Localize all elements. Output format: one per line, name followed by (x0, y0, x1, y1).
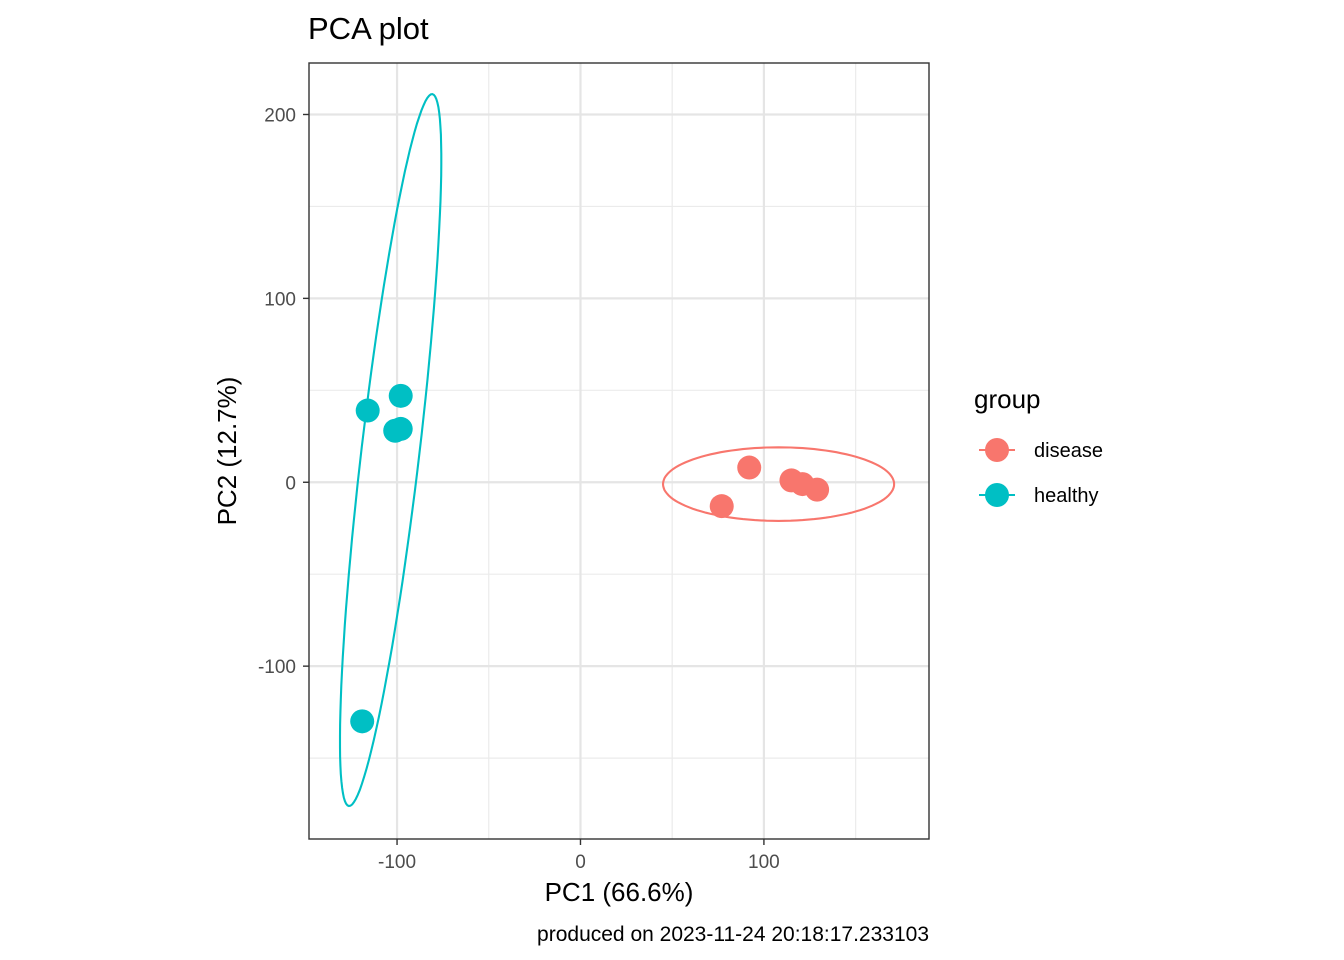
healthy-point (355, 398, 380, 423)
minor-gridlines (309, 63, 929, 839)
disease-point (737, 455, 762, 480)
y-tick-label: -100 (258, 657, 296, 678)
healthy-point (350, 709, 375, 734)
y-axis: 200 100 0 -100 (258, 105, 309, 678)
legend-items: disease healthy (979, 438, 1103, 507)
x-axis-label: PC1 (66.6%) (545, 877, 694, 907)
healthy-point (388, 383, 413, 408)
y-tick-label: 0 (285, 473, 296, 494)
plot-panel (308, 62, 930, 840)
healthy-ellipse (338, 93, 443, 808)
healthy-point (388, 416, 413, 441)
healthy-legend-key (985, 483, 1009, 507)
disease-ellipse (661, 446, 896, 522)
legend-title: group (974, 384, 1041, 414)
x-axis: -100 0 100 (378, 839, 780, 873)
data-points (350, 383, 830, 734)
confidence-ellipses (338, 93, 896, 808)
x-tick-label: 0 (575, 852, 586, 873)
disease-legend-key (985, 438, 1009, 462)
healthy-legend-label: healthy (1034, 485, 1099, 507)
chart-title: PCA plot (308, 11, 429, 46)
x-tick-label: 100 (748, 852, 780, 873)
panel-background (309, 63, 929, 839)
disease-legend-label: disease (1034, 440, 1103, 462)
disease-point (709, 494, 734, 519)
y-axis-label: PC2 (12.7%) (212, 377, 242, 526)
y-tick-label: 100 (264, 289, 296, 310)
panel-border (308, 62, 930, 840)
x-tick-label: -100 (378, 852, 416, 873)
y-tick-label: 200 (264, 105, 296, 126)
legend: group disease healthy (974, 384, 1103, 507)
disease-point (805, 477, 830, 502)
chart-caption: produced on 2023-11-24 20:18:17.233103 (537, 923, 929, 946)
